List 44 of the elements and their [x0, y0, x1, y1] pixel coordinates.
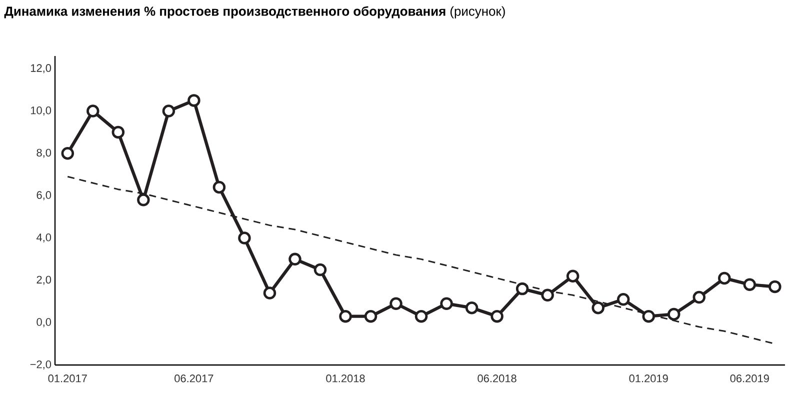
- point: [465, 301, 478, 314]
- point: [339, 310, 352, 323]
- point: [440, 297, 453, 310]
- point: [263, 286, 276, 300]
- point: [592, 301, 604, 314]
- point: [288, 252, 302, 266]
- chart-title: Динамика изменения % простоев производственного оборудования (рисунок): [4, 6, 505, 18]
- y-tick-label: −2,0: [30, 360, 52, 370]
- point: [390, 297, 402, 310]
- y-tick-label: 2,0: [36, 276, 52, 285]
- point: [86, 104, 100, 118]
- point: [414, 310, 428, 323]
- x-tick-label: 01.2019: [629, 374, 668, 382]
- point: [768, 280, 782, 294]
- point: [718, 272, 731, 285]
- x-tick-label: 06.2019: [730, 374, 769, 382]
- point: [364, 310, 378, 323]
- y-tick-label: 10,0: [30, 106, 52, 116]
- x-tick-label: 01.2018: [326, 374, 365, 382]
- x-tick-label: 06.2017: [174, 374, 214, 382]
- y-tick-label: 4,0: [36, 233, 52, 243]
- y-tick-label: 6,0: [36, 191, 52, 200]
- point: [566, 270, 580, 282]
- point: [188, 94, 200, 107]
- point: [314, 263, 327, 276]
- point: [743, 278, 756, 291]
- point: [668, 308, 680, 321]
- point: [642, 310, 655, 323]
- point: [541, 288, 554, 302]
- point: [516, 282, 529, 296]
- point: [112, 126, 125, 139]
- x-tick-label: 01.2017: [48, 374, 87, 382]
- point: [490, 310, 504, 323]
- y-tick-label: 12,0: [30, 64, 52, 74]
- point: [162, 104, 176, 118]
- y-tick-label: 0,0: [36, 318, 52, 328]
- y-tick-label: 8,0: [36, 148, 52, 158]
- point: [61, 146, 74, 160]
- point: [238, 232, 251, 244]
- x-tick-label: 06.2018: [478, 374, 516, 382]
- point: [616, 293, 630, 306]
- point: [137, 194, 150, 206]
- point: [212, 180, 226, 194]
- point: [692, 290, 706, 304]
